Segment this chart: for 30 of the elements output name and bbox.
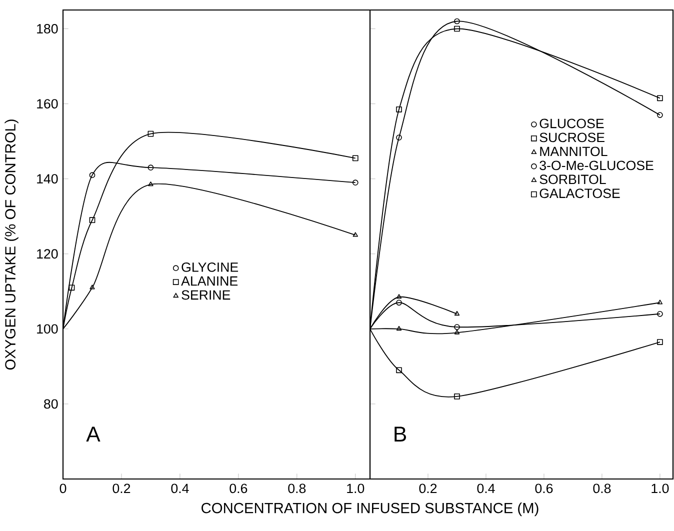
x-tick-label: 0.8	[288, 484, 306, 494]
legend-label: 3-O-Me-GLUCOSE	[540, 160, 654, 170]
y-tick-label: 80	[44, 399, 58, 409]
annotation: A	[86, 426, 100, 442]
y-axis-title: OXYGEN UPTAKE (% OF CONTROL)	[4, 120, 18, 370]
x-tick-label: 0	[60, 484, 66, 494]
x-tick-label: 1.0	[347, 484, 364, 494]
y-tick-label: 100	[37, 324, 58, 334]
x-tick-label: 0.2	[112, 484, 130, 494]
x-tick-label: 1.0	[652, 484, 669, 494]
legend-label: GLYCINE	[182, 262, 238, 272]
y-tick-label: 120	[37, 249, 58, 259]
annotation: B	[394, 426, 406, 442]
x-tick-label: 0.8	[593, 484, 611, 494]
legend-label: ALANINE	[181, 276, 238, 286]
legend-label: SERINE	[182, 290, 230, 300]
x-tick-label: 0.6	[230, 484, 248, 494]
legend-label: SORBITOL	[540, 174, 606, 184]
x-tick-label: 0.4	[171, 484, 189, 494]
legend-label: SUCROSE	[540, 132, 604, 142]
legend-label: GLUCOSE	[540, 118, 604, 128]
x-tick-label: 0.4	[477, 484, 495, 494]
legend-label: MANNITOL	[540, 146, 608, 156]
x-axis-title: CONCENTRATION OF INFUSED SUBSTANCE (M)	[202, 502, 538, 516]
legend-label: GALACTOSE	[540, 188, 620, 198]
y-tick-label: 180	[37, 24, 58, 34]
x-tick-label: 0.6	[535, 484, 553, 494]
x-tick-label: 0.2	[419, 484, 437, 494]
y-tick-label: 140	[37, 174, 58, 184]
y-tick-label: 160	[37, 99, 58, 109]
